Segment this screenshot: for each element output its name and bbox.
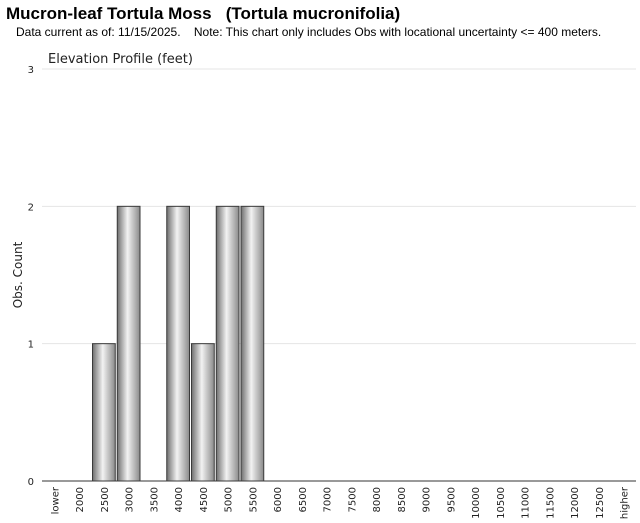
y-tick-label: 0: [28, 477, 34, 488]
x-tick-label: 2500: [100, 487, 111, 512]
x-tick-label: higher: [620, 486, 631, 519]
x-tick-label: 8500: [397, 487, 408, 512]
x-tick-label: 12500: [595, 487, 606, 519]
bar-5000: [215, 205, 240, 482]
x-tick-label: 6000: [273, 487, 284, 512]
y-tick-label: 1: [28, 340, 34, 351]
x-tick-label: 7500: [347, 487, 358, 512]
bar-4000: [166, 205, 190, 482]
x-tick-label: 5500: [248, 487, 259, 512]
bar-2500: [92, 343, 116, 482]
bar-5500: [240, 205, 265, 482]
x-tick-label: 10500: [496, 487, 507, 519]
x-tick-label: 3000: [125, 487, 136, 512]
x-tick-label: 5000: [224, 487, 235, 512]
chart-title: Elevation Profile (feet): [48, 52, 193, 67]
page-title: Mucron-leaf Tortula Moss (Tortula mucron…: [6, 4, 401, 23]
x-tick-label: 8000: [372, 487, 383, 512]
x-tick-label: 9500: [446, 487, 457, 512]
x-tick-label: lower: [50, 486, 61, 514]
bar-4500: [191, 343, 215, 482]
x-tick-label: 11500: [545, 487, 556, 519]
x-tick-label: 2000: [75, 487, 86, 512]
y-axis-label: Obs. Count: [11, 241, 25, 308]
x-tick-label: 4000: [174, 487, 185, 512]
x-tick-label: 9000: [422, 487, 433, 512]
y-tick-label: 2: [28, 202, 34, 213]
data-note: Data current as of: 11/15/2025. Note: Th…: [16, 25, 602, 39]
bar-3000: [116, 205, 141, 482]
y-tick-label: 3: [28, 65, 34, 76]
x-tick-label: 10000: [471, 487, 482, 519]
x-tick-label: 3500: [149, 487, 160, 512]
x-tick-label: 4500: [199, 487, 210, 512]
x-tick-label: 7000: [323, 487, 334, 512]
x-tick-label: 11000: [521, 487, 532, 519]
x-tick-label: 6500: [298, 487, 309, 512]
x-tick-label: 12000: [570, 487, 581, 519]
